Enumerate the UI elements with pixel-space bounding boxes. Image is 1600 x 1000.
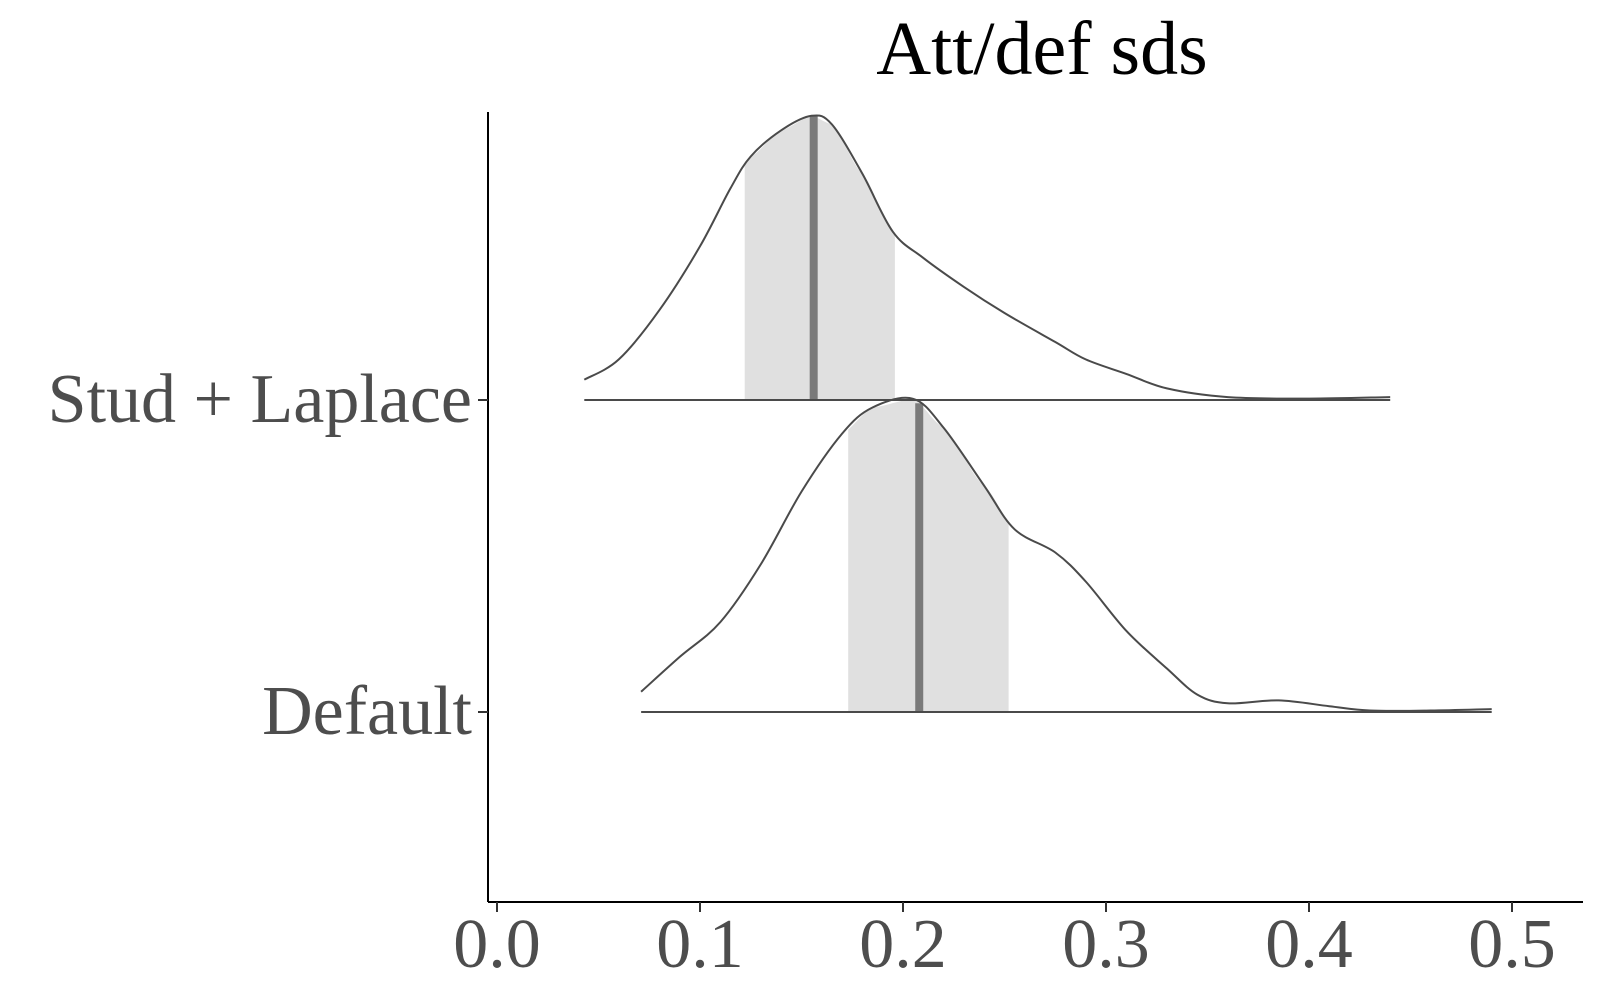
y-tick-label: Default <box>262 673 472 750</box>
x-tick-label: 0.4 <box>1265 906 1353 983</box>
y-axis-ticks: Stud + Laplace Default <box>48 361 488 750</box>
density-curves <box>583 114 1492 712</box>
x-tick-label: 0.5 <box>1468 906 1556 983</box>
x-tick-label: 0.0 <box>453 906 541 983</box>
credible-intervals <box>744 115 1009 712</box>
density-baselines <box>584 399 1492 713</box>
median-lines <box>809 116 924 712</box>
y-tick-label: Stud + Laplace <box>48 361 472 438</box>
x-tick-label: 0.1 <box>656 906 744 983</box>
density-curve <box>583 114 1391 400</box>
interval-band <box>744 115 895 401</box>
interval-band <box>848 398 1009 712</box>
chart-title: Att/def sds <box>876 7 1207 91</box>
x-tick-label: 0.2 <box>859 906 947 983</box>
density-curve <box>640 396 1492 712</box>
x-axis-ticks: 0.0 0.1 0.2 0.3 0.4 0.5 <box>453 902 1556 983</box>
x-tick-label: 0.3 <box>1062 906 1150 983</box>
